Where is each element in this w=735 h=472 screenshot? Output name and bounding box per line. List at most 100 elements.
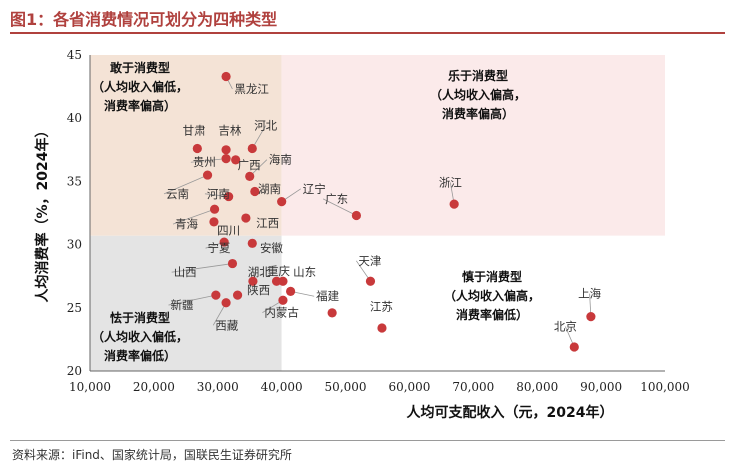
point-label: 吉林: [218, 124, 241, 138]
data-point: [277, 197, 287, 207]
data-point: [245, 171, 255, 181]
point-label: 北京: [554, 320, 577, 334]
quadrant-label-top-left: 敢于消费型: [110, 60, 170, 75]
point-label: 青海: [175, 217, 198, 231]
quadrant-label-bottom-right: 消费率偏低）: [456, 307, 528, 322]
quadrant-label-top-left: 消费率偏高）: [104, 98, 176, 113]
x-tick-label: 10,000: [69, 380, 111, 394]
point-label: 浙江: [439, 175, 462, 189]
data-point: [449, 199, 459, 209]
data-point: [278, 276, 288, 286]
point-label: 甘肃: [183, 124, 206, 138]
x-tick-label: 30,000: [197, 380, 239, 394]
quadrant-bg-bottom-right: [281, 235, 665, 371]
x-tick-label: 20,000: [133, 380, 175, 394]
quadrant-label-top-right: （人均收入偏高，: [430, 87, 526, 102]
y-tick-label: 25: [67, 301, 82, 315]
x-axis-label: 人均可支配收入（元，2024年）: [407, 404, 614, 421]
data-point: [241, 213, 251, 223]
point-label: 西藏: [215, 318, 238, 332]
point-label: 湖北: [248, 265, 271, 279]
quadrant-label-top-right: 乐于消费型: [448, 68, 508, 83]
data-point: [227, 258, 238, 269]
quadrant-label-bottom-right: 慎于消费型: [462, 269, 522, 284]
x-tick-label: 40,000: [261, 380, 303, 394]
data-point: [202, 170, 213, 180]
x-tick-label: 50,000: [325, 380, 367, 394]
point-label: 重庆: [267, 264, 290, 278]
source-rule: [10, 440, 725, 441]
data-point: [247, 143, 257, 154]
quadrant-label-bottom-left: 消费率偏低）: [104, 348, 176, 363]
data-point: [209, 217, 219, 227]
label-leader-line: [163, 174, 208, 195]
y-tick-label: 30: [67, 238, 82, 252]
point-label: 内蒙古: [264, 306, 299, 320]
y-tick-label: 20: [67, 364, 82, 378]
quadrant-label-bottom-left: （人均收入偏低，: [92, 329, 188, 344]
data-point: [586, 312, 596, 322]
data-point: [221, 145, 231, 155]
point-label: 福建: [316, 289, 339, 303]
point-label: 上海: [578, 287, 601, 301]
figure-title: 图1：各省消费情况可划分为四种类型: [10, 10, 278, 29]
point-label: 河北: [254, 119, 277, 133]
data-point: [569, 342, 579, 352]
data-point: [211, 290, 221, 300]
data-point: [247, 238, 257, 248]
y-tick-label: 40: [67, 111, 82, 125]
quadrant-label-top-right: 消费率偏高）: [442, 106, 514, 121]
point-label: 宁夏: [208, 241, 231, 255]
point-label: 湖南: [258, 182, 281, 196]
point-label: 贵州: [193, 155, 216, 169]
x-tick-label: 70,000: [452, 380, 494, 394]
data-point: [231, 155, 241, 165]
label-leader-line: [168, 294, 216, 306]
data-point: [221, 71, 231, 82]
point-label: 江西: [256, 216, 279, 230]
data-point: [286, 286, 296, 296]
x-tick-label: 100,000: [640, 380, 690, 394]
point-label: 山西: [174, 265, 197, 279]
data-point: [192, 143, 202, 154]
point-label: 河南: [207, 187, 230, 201]
point-label: 云南: [166, 187, 189, 201]
data-point: [209, 204, 220, 214]
point-label: 黑龙江: [234, 82, 269, 96]
point-label: 广西: [238, 158, 261, 172]
y-tick-label: 45: [67, 48, 82, 62]
x-tick-label: 80,000: [516, 380, 558, 394]
x-tick-label: 60,000: [388, 380, 430, 394]
data-point: [271, 276, 282, 286]
data-point: [250, 186, 260, 197]
source-note: 资料来源：iFind、国家统计局，国联民生证券研究所: [12, 448, 292, 462]
data-point: [224, 191, 234, 202]
quadrant-bg-top-right: [281, 55, 665, 236]
label-leader-line: [322, 198, 357, 216]
data-point: [365, 276, 376, 286]
point-label: 四川: [217, 223, 240, 237]
data-point: [221, 154, 231, 164]
point-label: 辽宁: [303, 182, 326, 196]
label-leader-line: [172, 208, 215, 225]
data-point: [278, 295, 288, 305]
point-label: 天津: [358, 254, 381, 268]
data-point: [248, 276, 258, 286]
y-tick-label: 35: [67, 174, 82, 188]
quadrant-bg-bottom-left: [90, 235, 282, 371]
point-label: 新疆: [171, 298, 194, 312]
quadrant-label-bottom-right: （人均收入偏高，: [444, 288, 540, 303]
point-label: 海南: [269, 153, 292, 167]
data-point: [221, 298, 231, 308]
quadrant-label-top-left: （人均收入偏低，: [92, 79, 188, 94]
data-point: [219, 237, 229, 247]
label-leader-line: [171, 263, 233, 273]
data-point: [351, 210, 362, 221]
x-tick-label: 90,000: [580, 380, 622, 394]
point-label: 广东: [325, 192, 348, 206]
point-label: 江苏: [370, 299, 393, 313]
y-axis-label: 人均消费率（%，2024年）: [34, 124, 51, 303]
point-label: 山东: [293, 265, 316, 279]
data-point: [327, 308, 337, 318]
point-label: 安徽: [260, 241, 283, 255]
